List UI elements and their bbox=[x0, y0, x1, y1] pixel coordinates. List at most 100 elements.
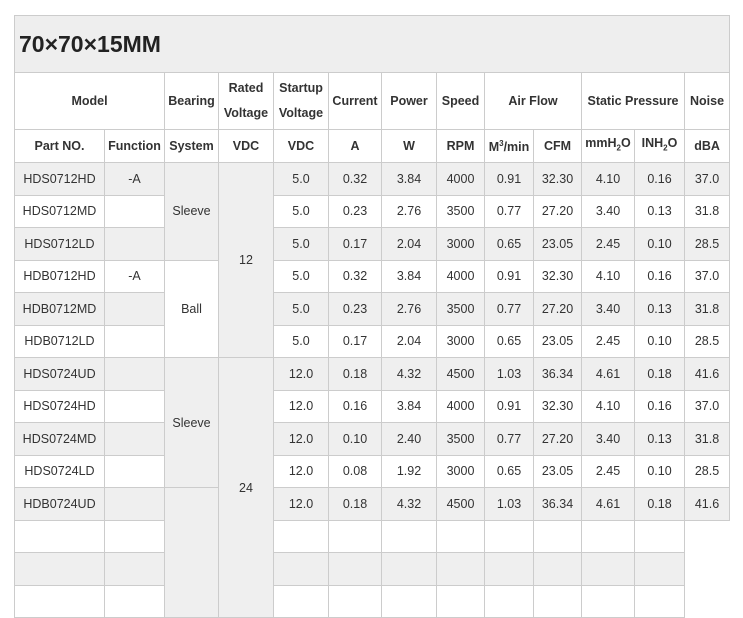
function-cell bbox=[104, 194, 165, 228]
pressure-mmh2o-cell: 4.10 bbox=[581, 259, 635, 293]
part-no-cell: HDS0724MD bbox=[14, 422, 105, 456]
header-bearing: Bearing bbox=[164, 72, 219, 130]
current-cell: 0.23 bbox=[328, 292, 382, 326]
power-cell: 4.32 bbox=[381, 357, 437, 391]
header-speed: Speed bbox=[436, 72, 485, 130]
pressure-inh2o-cell: 0.18 bbox=[634, 487, 685, 521]
startup-voltage-cell: 5.0 bbox=[273, 227, 329, 261]
table-row: HDB0712MD 5.0 0.23 2.76 3500 0.77 27.20 3.40 0.1… bbox=[14, 292, 731, 326]
part-no-cell: HDB0724UD bbox=[14, 487, 105, 521]
empty-cell bbox=[484, 519, 534, 553]
header-system: System bbox=[164, 129, 219, 163]
power-cell: 3.84 bbox=[381, 162, 437, 196]
table-row bbox=[14, 584, 730, 618]
pressure-inh2o-cell: 0.13 bbox=[634, 422, 685, 456]
header-model: Model bbox=[14, 72, 165, 130]
airflow-m3-cell: 0.65 bbox=[484, 454, 534, 488]
pressure-inh2o-cell: 0.10 bbox=[634, 454, 685, 488]
airflow-cfm-cell: 23.05 bbox=[533, 227, 582, 261]
function-cell: -A bbox=[104, 259, 165, 293]
airflow-m3-cell: 0.77 bbox=[484, 292, 534, 326]
airflow-cfm-cell: 23.05 bbox=[533, 454, 582, 488]
startup-voltage-cell: 12.0 bbox=[273, 454, 329, 488]
noise-cell: 31.8 bbox=[683, 422, 731, 456]
empty-cell bbox=[104, 584, 165, 618]
part-no-cell: HDS0712LD bbox=[14, 227, 105, 261]
empty-cell bbox=[581, 519, 635, 553]
noise-cell: 28.5 bbox=[683, 227, 731, 261]
empty-cell bbox=[14, 552, 105, 586]
pressure-mmh2o-cell: 2.45 bbox=[581, 454, 635, 488]
speed-cell: 4500 bbox=[436, 487, 485, 521]
empty-cell bbox=[273, 519, 329, 553]
pressure-mmh2o-cell: 2.45 bbox=[581, 324, 635, 358]
bearing-system-cell: Sleeve bbox=[164, 357, 219, 488]
speed-cell: 4500 bbox=[436, 357, 485, 391]
startup-voltage-cell: 5.0 bbox=[273, 324, 329, 358]
header-noise: Noise bbox=[683, 72, 731, 130]
airflow-m3-cell: 0.65 bbox=[484, 324, 534, 358]
startup-voltage-cell: 12.0 bbox=[273, 487, 329, 521]
power-cell: 4.32 bbox=[381, 487, 437, 521]
header-power-unit: W bbox=[381, 129, 437, 163]
function-cell bbox=[104, 454, 165, 488]
noise-cell: 31.8 bbox=[683, 194, 731, 228]
spec-table-container: 70×70×15MM Model Bearing Rated Voltage St… bbox=[13, 15, 731, 618]
pressure-inh2o-cell: 0.13 bbox=[634, 194, 685, 228]
rated-voltage-cell: 24 bbox=[218, 357, 274, 618]
power-cell: 3.84 bbox=[381, 259, 437, 293]
function-cell: -A bbox=[104, 162, 165, 196]
airflow-cfm-cell: 23.05 bbox=[533, 324, 582, 358]
startup-voltage-cell: 5.0 bbox=[273, 292, 329, 326]
function-cell bbox=[104, 324, 165, 358]
function-cell bbox=[104, 227, 165, 261]
function-cell bbox=[104, 357, 165, 391]
part-no-cell: HDB0712HD bbox=[14, 259, 105, 293]
empty-cell bbox=[328, 519, 382, 553]
speed-cell: 3500 bbox=[436, 194, 485, 228]
part-no-cell: HDS0724UD bbox=[14, 357, 105, 391]
table-row bbox=[14, 552, 730, 586]
bearing-system-cell bbox=[164, 487, 219, 618]
speed-cell: 3500 bbox=[436, 422, 485, 456]
pressure-mmh2o-cell: 3.40 bbox=[581, 292, 635, 326]
speed-cell: 3000 bbox=[436, 454, 485, 488]
startup-voltage-cell: 12.0 bbox=[273, 389, 329, 423]
power-cell: 2.76 bbox=[381, 292, 437, 326]
table-row: HDS0724LD 12.0 0.08 1.92 3000 0.65 23.05 2.45 0.… bbox=[14, 454, 731, 488]
noise-cell: 37.0 bbox=[683, 259, 731, 293]
startup-voltage-cell: 12.0 bbox=[273, 422, 329, 456]
airflow-cfm-cell: 27.20 bbox=[533, 194, 582, 228]
startup-voltage-cell: 5.0 bbox=[273, 259, 329, 293]
empty-cell bbox=[581, 552, 635, 586]
pressure-mmh2o-cell: 3.40 bbox=[581, 194, 635, 228]
empty-cell bbox=[104, 552, 165, 586]
airflow-cfm-cell: 32.30 bbox=[533, 259, 582, 293]
header-inh2o: INH2O bbox=[634, 129, 685, 163]
pressure-mmh2o-cell: 4.10 bbox=[581, 162, 635, 196]
table-row: HDB0724UD 12.0 0.18 4.32 4500 1.03 36.34 4.61 0.… bbox=[14, 487, 731, 618]
table-row: HDS0712HD -A Sleeve 12 5.0 0.32 3.84 4000 0.91 32… bbox=[14, 162, 731, 358]
pressure-mmh2o-cell: 4.61 bbox=[581, 357, 635, 391]
startup-voltage-cell: 12.0 bbox=[273, 357, 329, 391]
current-cell: 0.10 bbox=[328, 422, 382, 456]
noise-cell: 41.6 bbox=[683, 487, 731, 521]
empty-cell bbox=[328, 584, 382, 618]
header-part-no: Part NO. bbox=[14, 129, 105, 163]
header-air-flow: Air Flow bbox=[484, 72, 582, 130]
empty-cell bbox=[484, 584, 534, 618]
pressure-inh2o-cell: 0.16 bbox=[634, 389, 685, 423]
empty-cell bbox=[14, 519, 105, 553]
noise-cell: 37.0 bbox=[683, 389, 731, 423]
airflow-cfm-cell: 36.34 bbox=[533, 487, 582, 521]
header-startup-unit: VDC bbox=[273, 129, 329, 163]
header-power: Power bbox=[381, 72, 437, 130]
current-cell: 0.08 bbox=[328, 454, 382, 488]
empty-cell bbox=[436, 519, 485, 553]
bearing-system-cell: Ball bbox=[164, 259, 219, 358]
empty-cell bbox=[533, 519, 582, 553]
airflow-cfm-cell: 27.20 bbox=[533, 422, 582, 456]
pressure-mmh2o-cell: 3.40 bbox=[581, 422, 635, 456]
speed-cell: 3000 bbox=[436, 324, 485, 358]
header-rated-voltage: Rated Voltage bbox=[218, 72, 274, 130]
